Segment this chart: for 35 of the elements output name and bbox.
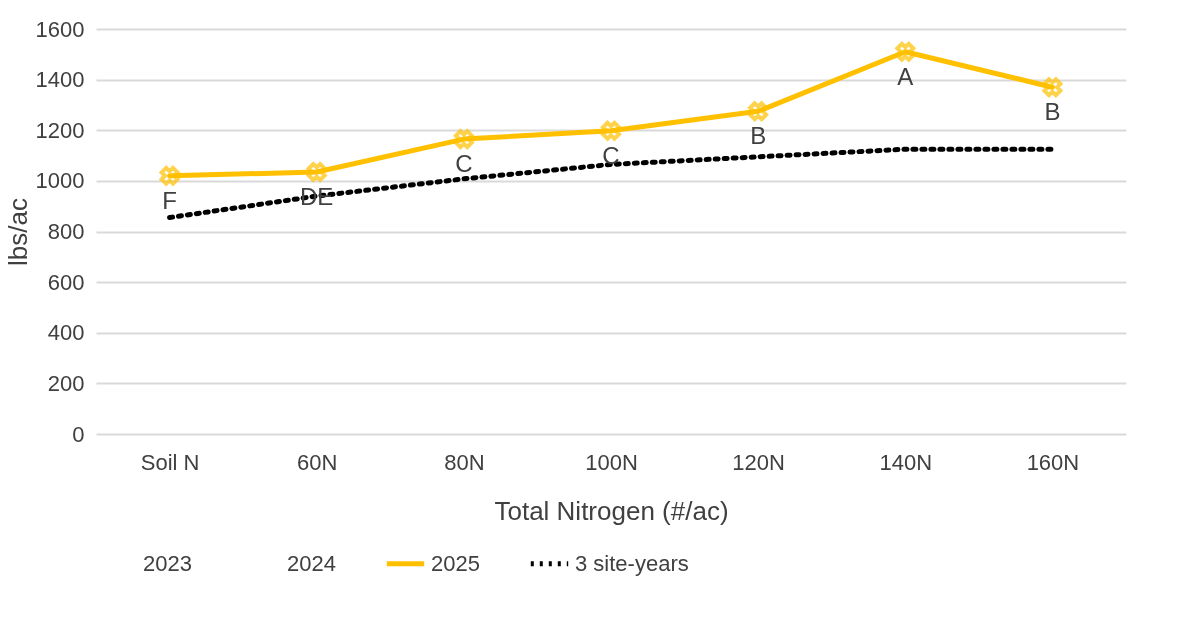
y-tick-label: 600	[47, 269, 85, 295]
annotation: F	[162, 186, 177, 214]
x-tick-label: 100N	[585, 449, 638, 475]
annotation: C	[602, 141, 620, 169]
y-tick-label: 1400	[35, 67, 85, 93]
point	[306, 162, 327, 182]
x-tick-label: 140N	[879, 449, 933, 475]
text: 2023	[143, 550, 192, 576]
x-tick-label: 120N	[732, 449, 785, 475]
x-tick-label: 60N	[297, 449, 338, 475]
point	[1042, 77, 1063, 98]
x-tick-label: 160N	[1026, 449, 1080, 475]
point	[453, 129, 474, 150]
point	[895, 41, 916, 62]
point	[748, 101, 769, 122]
annotation: B	[750, 122, 767, 150]
x-axis-title: Total Nitrogen (#/ac)	[494, 495, 729, 526]
y-axis-title: lbs/ac	[2, 198, 33, 266]
legend-label: 3 site-years	[575, 550, 689, 576]
x-tick-label: Soil N	[140, 449, 200, 475]
point	[159, 165, 180, 186]
annotation: B	[1044, 98, 1061, 126]
y-tick-label: 1200	[35, 117, 85, 143]
x-tick-label: 80N	[444, 449, 485, 475]
y-tick-label: 400	[47, 320, 85, 346]
text: 2024	[287, 550, 336, 576]
legend-label: 2025	[431, 550, 480, 576]
y-tick-label: 0	[72, 421, 85, 447]
point	[601, 120, 621, 141]
annotation: A	[897, 62, 914, 90]
y-tick-label: 200	[47, 370, 85, 396]
y-tick-label: 1000	[35, 168, 85, 194]
y-tick-label: 800	[47, 219, 85, 244]
annotation: C	[455, 150, 473, 178]
y-tick-label: 1600	[35, 16, 85, 42]
